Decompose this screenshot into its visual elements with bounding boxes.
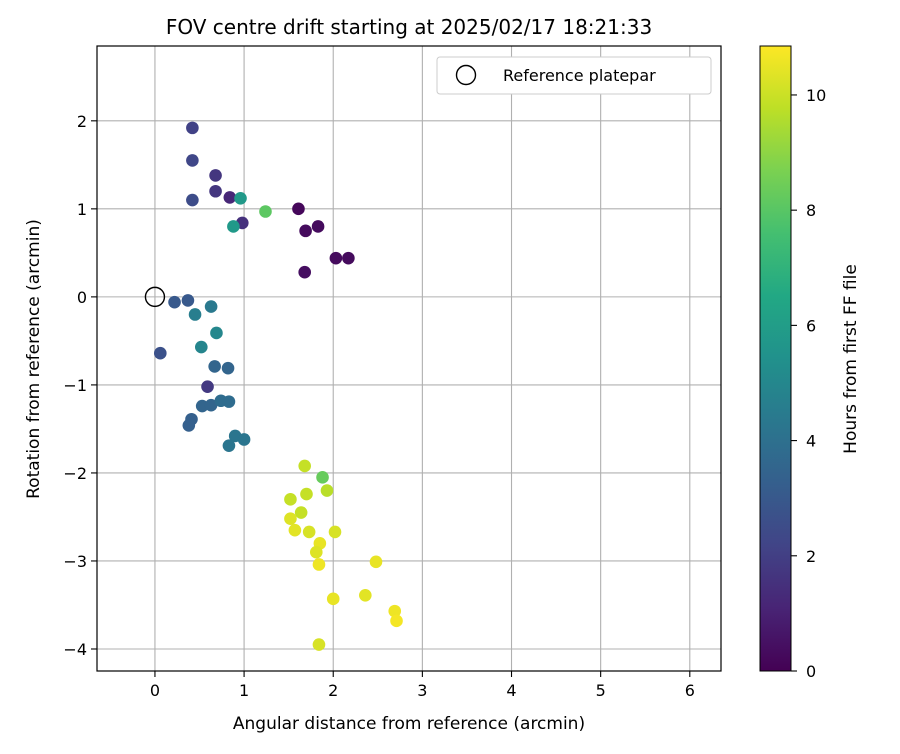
- y-tick-label: 1: [77, 200, 87, 219]
- colorbar: 0 2 4 6 8 10 Hours from first FF file: [759, 45, 861, 681]
- x-tick-label: 4: [506, 681, 516, 700]
- data-point: [312, 558, 326, 571]
- plot-area-frame: [96, 45, 722, 672]
- data-point: [316, 471, 329, 484]
- y-tick-label: −2: [63, 464, 87, 483]
- data-point: [311, 220, 325, 233]
- colorbar-gradient: [759, 45, 792, 672]
- x-tick-label: 0: [150, 681, 160, 700]
- data-point: [221, 361, 235, 375]
- data-point: [223, 191, 237, 204]
- data-point: [234, 191, 247, 205]
- reference-point-marker: [144, 286, 166, 308]
- legend-box: [436, 56, 712, 95]
- y-tick-label: −3: [63, 552, 87, 571]
- x-axis-label: Angular distance from reference (arcmin): [233, 714, 585, 734]
- data-point: [299, 224, 312, 238]
- data-point: [309, 545, 323, 559]
- colorbar-tick-label: 6: [806, 316, 816, 335]
- colorbar-ticks: 0 2 4 6 8 10: [791, 86, 826, 681]
- y-axis-label: Rotation from reference (arcmin): [24, 219, 44, 499]
- x-axis-ticks: 0 1 2 3 4 5 6: [150, 671, 695, 700]
- data-point: [237, 433, 251, 446]
- x-tick-label: 1: [239, 681, 249, 700]
- data-point: [390, 614, 403, 628]
- colorbar-tick-label: 2: [806, 547, 816, 566]
- data-point: [186, 121, 199, 135]
- data-point: [292, 202, 305, 216]
- colorbar-tick-label: 0: [806, 662, 816, 681]
- data-point: [302, 525, 316, 539]
- colorbar-tick-label: 8: [806, 201, 816, 220]
- y-tick-label: −1: [63, 376, 87, 395]
- y-axis-ticks: −4 −3 −2 −1 0 1 2: [63, 112, 97, 659]
- data-point: [284, 512, 297, 526]
- data-point: [369, 555, 383, 569]
- data-point: [186, 193, 199, 207]
- data-point: [222, 439, 236, 452]
- x-tick-label: 5: [596, 681, 606, 700]
- data-point: [359, 588, 372, 602]
- data-point: [168, 295, 181, 309]
- data-point: [227, 220, 240, 233]
- data-point: [288, 523, 302, 537]
- legend: Reference platepar: [436, 56, 712, 95]
- y-tick-label: −4: [63, 640, 87, 659]
- data-point: [320, 484, 334, 497]
- data-point: [294, 506, 308, 519]
- legend-marker-icon: [455, 64, 477, 86]
- data-point: [182, 419, 196, 432]
- colorbar-tick-label: 10: [806, 86, 826, 105]
- data-point: [208, 360, 221, 373]
- data-point: [342, 251, 355, 265]
- y-tick-label: 0: [77, 288, 87, 307]
- data-point: [153, 346, 167, 360]
- data-point: [222, 395, 236, 408]
- data-point: [194, 340, 208, 354]
- data-point: [209, 169, 222, 182]
- x-tick-label: 2: [328, 681, 338, 700]
- grid-layer: [97, 46, 721, 671]
- points-layer: [144, 121, 403, 651]
- data-point: [186, 154, 199, 167]
- data-point: [298, 459, 312, 473]
- x-tick-label: 6: [685, 681, 695, 700]
- legend-label: Reference platepar: [503, 66, 656, 85]
- data-point: [201, 380, 214, 393]
- data-point: [312, 638, 326, 651]
- data-point: [209, 184, 222, 198]
- data-point: [326, 592, 340, 606]
- data-point: [388, 604, 402, 618]
- data-point: [328, 525, 342, 539]
- data-point: [210, 326, 223, 340]
- data-point: [300, 487, 313, 501]
- x-tick-label: 3: [417, 681, 427, 700]
- colorbar-label: Hours from first FF file: [841, 264, 861, 454]
- data-point: [259, 205, 272, 218]
- data-point: [284, 493, 297, 506]
- y-tick-label: 2: [77, 112, 87, 131]
- data-point: [204, 300, 218, 313]
- data-point: [204, 398, 218, 412]
- chart-title: FOV centre drift starting at 2025/02/17 …: [166, 15, 652, 39]
- colorbar-tick-label: 4: [806, 432, 816, 451]
- data-point: [188, 308, 202, 321]
- data-point: [298, 265, 312, 279]
- data-point: [181, 294, 195, 307]
- data-point: [329, 251, 343, 265]
